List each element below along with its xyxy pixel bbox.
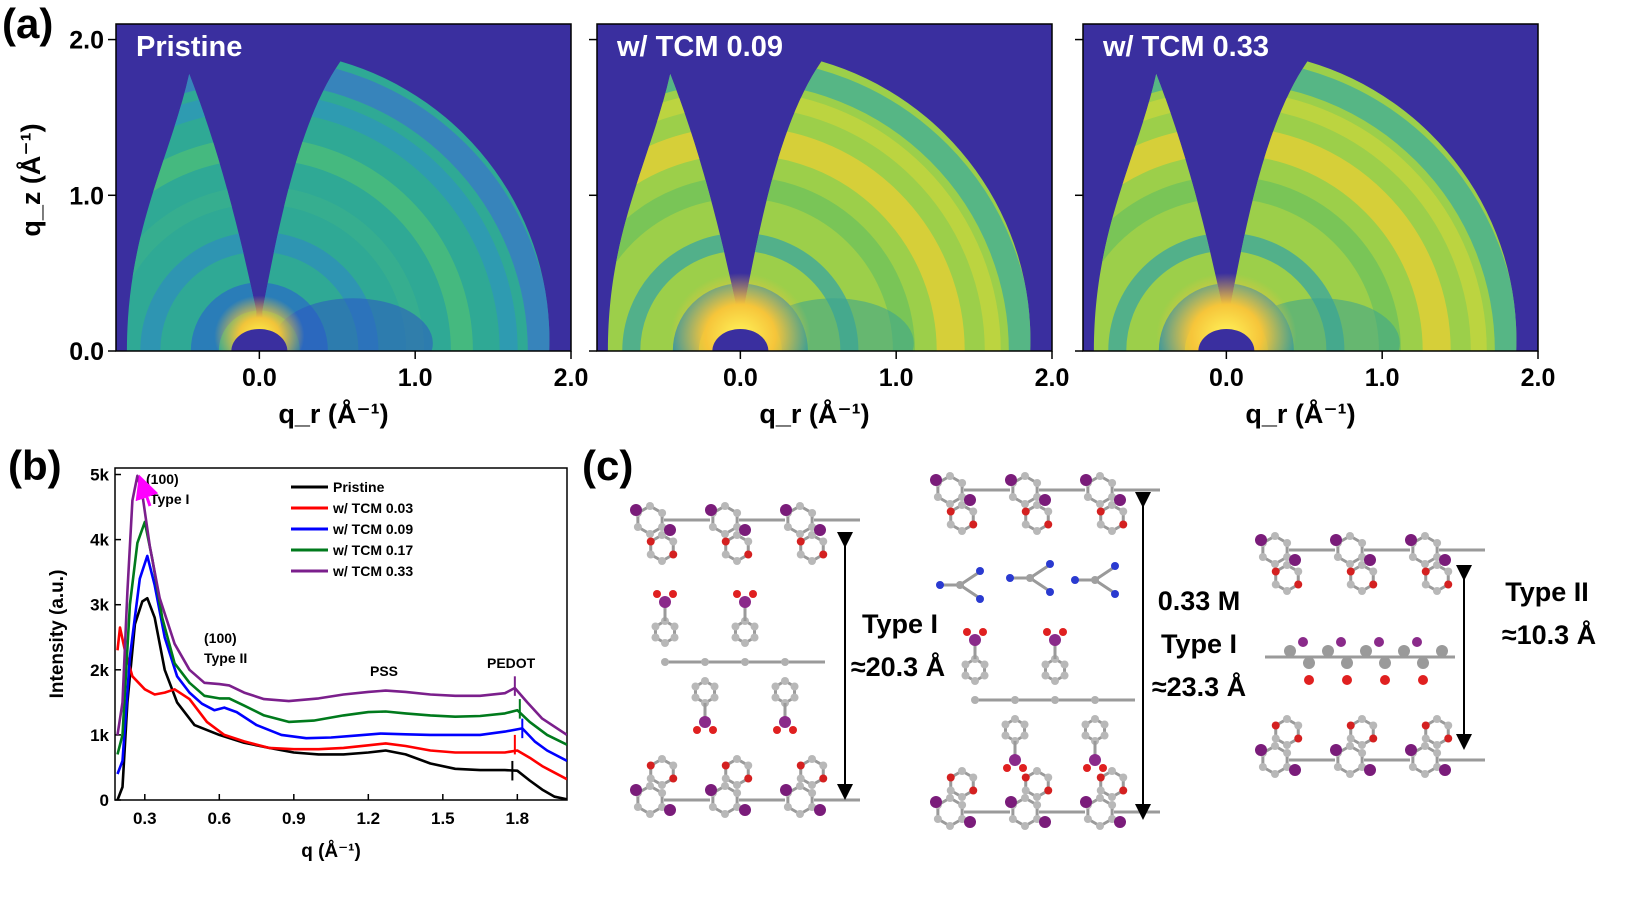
pss-chain — [961, 628, 1135, 772]
legend-entry-2: w/ TCM 0.03 — [332, 500, 413, 516]
chart-xlabel: q (Å⁻¹) — [301, 841, 361, 862]
chart-xtick-label: 0.3 — [133, 809, 157, 828]
chart-ytick-label: 5k — [90, 466, 109, 485]
annotation-pedot: PEDOT — [487, 655, 536, 671]
chart-ylabel: Intensity (a.u.) — [47, 570, 68, 699]
panel-b-label: (b) — [8, 442, 62, 489]
chart-legend: Pristine w/ TCM 0.03 w/ TCM 0.09 w/ TCM 0.1… — [291, 479, 413, 579]
pedot-chain — [1255, 715, 1485, 778]
giwaxs-beamstop — [231, 329, 288, 351]
giwaxs-xtick-label: 1.0 — [398, 364, 433, 392]
chart-xtick-label: 1.2 — [356, 809, 380, 828]
panel-a-label: (a) — [2, 0, 53, 47]
giwaxs-ytick-label: 2.0 — [69, 27, 104, 55]
giwaxs-frame — [596, 23, 1053, 352]
giwaxs-xtick-label: 1.0 — [1365, 364, 1400, 392]
pedot-chain — [930, 472, 1160, 535]
legend-entry-4: w/ TCM 0.17 — [332, 542, 413, 558]
panel-c-label: (c) — [582, 442, 633, 489]
giwaxs-xtick-label: 0.0 — [1209, 364, 1244, 392]
annotation-pss: PSS — [370, 663, 398, 679]
structure-type2-annotation: Type II ≈10.3 Å — [1456, 565, 1596, 750]
pss-chain — [651, 590, 825, 734]
structure-concentration: 0.33 M — [1158, 586, 1241, 616]
pss-flat-layer — [1265, 637, 1455, 685]
chart-ytick-label: 2k — [90, 661, 109, 680]
structure-type2 — [1255, 532, 1485, 778]
giwaxs-xtick-label: 2.0 — [554, 364, 589, 392]
intensity-line-chart: 0.3 0.6 0.9 1.2 1.5 1.8 0 1k 2k 3k 4k 5k q (Å⁻¹) Inte… — [47, 466, 568, 862]
giwaxs-xtick-label: 0.0 — [242, 364, 277, 392]
series-line-2 — [116, 626, 567, 781]
chart-ytick-label: 0 — [100, 791, 109, 810]
series-line-1 — [116, 596, 567, 800]
structure-type2-name: Type II — [1505, 577, 1589, 607]
giwaxs-plot-2: 0.0 1.0 2.0 w/ TCM 0.09 q_r (Å⁻¹) — [589, 23, 1070, 429]
structure-type1 — [630, 502, 860, 818]
pedot-chain — [1255, 532, 1485, 595]
panel-a-ylabel: q_z (Å⁻¹) — [15, 123, 46, 236]
svg-text:q_z (Å⁻¹): q_z (Å⁻¹) — [15, 123, 46, 236]
giwaxs-xlabel: q_r (Å⁻¹) — [278, 398, 388, 429]
giwaxs-title: w/ TCM 0.09 — [616, 31, 783, 63]
annotation-type1: Type I — [150, 491, 189, 507]
pedot-chain — [930, 767, 1160, 830]
giwaxs-plot-1: 0.0 1.0 2.0 0.0 1.0 2.0 Pristine q_r (Å⁻¹) — [69, 23, 589, 429]
pedot-chain — [630, 502, 860, 565]
chart-ytick-label: 4k — [90, 531, 109, 550]
legend-entry-3: w/ TCM 0.09 — [332, 521, 413, 537]
giwaxs-xtick-label: 2.0 — [1521, 364, 1556, 392]
chart-ytick-label: 1k — [90, 726, 109, 745]
structure-type1-tcm-name: Type I — [1161, 629, 1237, 659]
giwaxs-xtick-label: 2.0 — [1035, 364, 1070, 392]
structure-type1-spacing: ≈20.3 Å — [851, 651, 945, 682]
series-line-3 — [116, 554, 567, 775]
giwaxs-xlabel: q_r (Å⁻¹) — [759, 398, 869, 429]
chart-ytick-label: 3k — [90, 596, 109, 615]
giwaxs-xtick-label: 0.0 — [723, 364, 758, 392]
giwaxs-beamstop — [1198, 329, 1255, 351]
chart-xtick-label: 1.8 — [506, 809, 530, 828]
tcm-molecules — [936, 560, 1119, 603]
chart-xtick-label: 0.6 — [207, 809, 231, 828]
giwaxs-title: w/ TCM 0.33 — [1102, 31, 1269, 63]
structure-type2-spacing: ≈10.3 Å — [1502, 619, 1596, 650]
annotation-100-type1: (100) — [146, 471, 179, 487]
structure-type1-tcm-spacing: ≈23.3 Å — [1152, 671, 1246, 702]
structure-type1-name: Type I — [862, 609, 938, 639]
giwaxs-xtick-label: 1.0 — [879, 364, 914, 392]
giwaxs-specular-glow — [670, 273, 811, 351]
pedot-chain — [630, 755, 860, 818]
giwaxs-ytick-label: 0.0 — [69, 338, 104, 366]
peak-shift-arrow — [135, 474, 159, 507]
giwaxs-xlabel: q_r (Å⁻¹) — [1245, 398, 1355, 429]
molecular-structures — [630, 472, 1485, 830]
giwaxs-beamstop — [712, 329, 769, 351]
giwaxs-title: Pristine — [136, 31, 242, 63]
legend-entry-5: w/ TCM 0.33 — [332, 563, 413, 579]
chart-xtick-label: 1.5 — [431, 809, 455, 828]
legend-entry-1: Pristine — [333, 479, 385, 495]
giwaxs-specular-glow — [214, 295, 305, 351]
chart-xtick-label: 0.9 — [282, 809, 306, 828]
giwaxs-frame — [115, 23, 572, 352]
structure-type1-tcm-annotation: 0.33 M Type I ≈23.3 Å — [1135, 492, 1246, 820]
giwaxs-frame — [1082, 23, 1539, 352]
chart-frame — [114, 467, 568, 801]
giwaxs-specular-glow — [1156, 273, 1297, 351]
structure-type1-annotation: Type I ≈20.3 Å — [837, 532, 945, 800]
annotation-100-type2: (100) — [204, 630, 237, 646]
chart-series-group — [116, 474, 567, 800]
giwaxs-plot-3: 0.0 1.0 2.0 w/ TCM 0.33 q_r (Å⁻¹) — [1075, 23, 1556, 429]
giwaxs-ytick-label: 1.0 — [69, 182, 104, 210]
structure-type1-tcm — [930, 472, 1160, 830]
annotation-type2: Type II — [204, 650, 247, 666]
